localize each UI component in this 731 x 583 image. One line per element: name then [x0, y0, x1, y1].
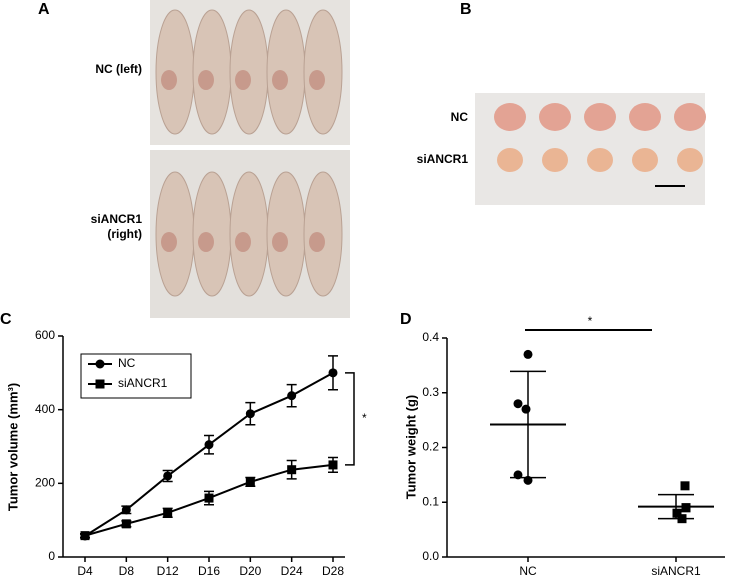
marker [95, 379, 105, 389]
mouse-tumor [309, 232, 325, 252]
tumor [674, 103, 706, 131]
tumors [494, 103, 706, 172]
x-tick-label: siANCR1 [651, 564, 701, 578]
mouse-tumor [198, 232, 214, 252]
y-tick-label: 400 [35, 402, 55, 416]
marker [328, 460, 338, 470]
y-axis-label: Tumor volume (mm³) [5, 383, 20, 511]
x-tick-label: D4 [77, 564, 93, 578]
x-tick-label: D24 [281, 564, 303, 578]
x-tick-label: D12 [157, 564, 179, 578]
tumor [584, 103, 616, 131]
mouse [155, 171, 195, 297]
marker [672, 508, 682, 518]
marker [328, 368, 338, 378]
mouse-tumor [198, 70, 214, 90]
marker [245, 409, 255, 419]
marker [681, 503, 691, 513]
marker [677, 514, 687, 524]
y-tick-label: 0.3 [422, 385, 439, 399]
significance-bracket [345, 372, 355, 466]
marker [95, 359, 105, 369]
photo-label: siANCR1 (right) [90, 212, 142, 241]
mouse [303, 171, 343, 297]
tumor [587, 148, 613, 172]
legend-box [80, 353, 192, 399]
tumor [497, 148, 523, 172]
marker [121, 505, 131, 515]
label-box: siANCR1 (right) [90, 212, 142, 241]
marker [121, 519, 131, 529]
mouse [192, 9, 232, 135]
photo-label: NC (left) [95, 62, 142, 76]
mouse [229, 9, 269, 135]
tumor [542, 148, 568, 172]
y-tick-label: 0.0 [422, 549, 439, 563]
marker [513, 470, 523, 480]
marker [204, 493, 214, 503]
mice [155, 9, 343, 297]
mouse-tumor [309, 70, 325, 90]
mouse [303, 9, 343, 135]
y-tick-label: 600 [35, 328, 55, 342]
mouse [266, 171, 306, 297]
y-tick-label: 200 [35, 476, 55, 490]
x-tick-label: D16 [198, 564, 220, 578]
x-tick-label: D28 [322, 564, 344, 578]
marker [80, 531, 90, 541]
panel-letter: A [38, 1, 50, 18]
panel-letter: C [0, 311, 12, 328]
y-axis-label: Tumor weight (g) [403, 395, 418, 499]
mouse-tumor [272, 232, 288, 252]
marker [245, 477, 255, 487]
mouse-tumor [161, 232, 177, 252]
marker [204, 440, 214, 450]
tumor [539, 103, 571, 131]
marker [163, 471, 173, 481]
y-tick-label: 0.2 [422, 440, 439, 454]
y-tick-label: 0 [48, 549, 55, 563]
marker [523, 475, 533, 485]
x-tick-label: D8 [119, 564, 135, 578]
mouse [266, 9, 306, 135]
tumor [632, 148, 658, 172]
mouse [155, 9, 195, 135]
mouse [229, 171, 269, 297]
label-box: NC (left) [95, 62, 142, 76]
x-tick-label: D20 [239, 564, 261, 578]
y-tick-label: 0.1 [422, 494, 439, 508]
marker [513, 399, 523, 409]
panel-letter: D [400, 311, 412, 328]
marker [287, 465, 297, 475]
mouse-tumor [161, 70, 177, 90]
legend-label: NC [118, 356, 136, 370]
x-tick-label: NC [519, 564, 537, 578]
marker [523, 349, 533, 359]
marker [680, 481, 690, 491]
marker [287, 391, 297, 401]
tumor [677, 148, 703, 172]
mouse-tumor [235, 232, 251, 252]
panel-letter: B [460, 1, 472, 18]
legend-label: siANCR1 [118, 376, 168, 390]
photo-label: NC [451, 110, 469, 124]
mouse-tumor [272, 70, 288, 90]
marker [163, 508, 173, 518]
y-tick-label: 0.4 [422, 330, 439, 344]
mouse [192, 171, 232, 297]
significance-label: * [588, 314, 593, 328]
tumor [494, 103, 526, 131]
photo-label: siANCR1 [417, 152, 469, 166]
significance-label: * [362, 411, 367, 425]
mouse-tumor [235, 70, 251, 90]
tumor [629, 103, 661, 131]
marker [521, 404, 531, 414]
